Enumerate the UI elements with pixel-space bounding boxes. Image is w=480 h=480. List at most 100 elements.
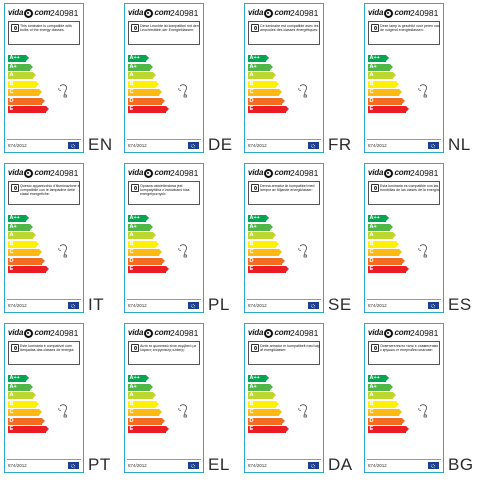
energy-class-arrow [39,409,42,415]
eu-flag-icon [188,142,199,149]
energy-class-fill [8,55,26,62]
energy-class-label: D [129,97,134,104]
energy-class-fill [128,266,166,273]
energy-class-label: E [249,426,254,432]
energy-class-arrow [393,392,396,398]
energy-class-bar: A [368,392,408,399]
eu-flag-icon [68,142,79,149]
energy-class-arrow [402,257,405,264]
compatibility-text: Deze lamp is geschikt voor peren van de … [380,23,440,32]
bulb-icon [370,344,379,352]
energy-class-bar: D [8,97,48,105]
energy-class-fill [368,97,402,105]
energy-label-cell: vida .com 240981 Diese Leuchte ist kompatib… [120,0,240,160]
energy-class-label: A+ [129,63,137,70]
energy-label-cell: vida .com 240981 Deze lamp is geschikt voor… [360,0,480,160]
logo-badge-icon [383,328,393,338]
footer-divider [247,459,321,460]
logo-badge-icon [23,168,33,178]
language-code: PT [88,455,111,474]
logo-right-text: com [274,328,291,338]
logo-badge-icon [143,328,153,338]
compatibility-text: Esta luminaria es compatible con las bom… [380,183,440,192]
energy-class-arrow [42,97,45,104]
energy-class-bar: A+ [128,383,168,391]
compatibility-notice: Осветителното тяло е съвместимо с крушки… [368,341,440,365]
eu-flag-icon [188,462,199,469]
compatibility-notice: Oprawa oświetleniowa jest kompatybilna z… [128,181,200,205]
energy-class-label: A++ [249,375,260,381]
energy-class-fill [248,417,282,425]
energy-class-bar: D [248,257,288,265]
vidaxl-logo: vida .com [8,167,51,179]
energy-class-arrow [36,80,39,87]
bulb-icon [130,184,139,192]
energy-class-fill [128,89,159,96]
energy-class-label: A+ [369,383,377,390]
logo-right-text: com [154,8,171,18]
energy-class-fill [368,417,402,425]
energy-class-label: A+ [249,383,257,390]
eu-flag-icon [68,302,79,309]
logo-dot-text: . [153,11,155,18]
energy-label-cell: vida .com 240981 Осветителното тяло е съвме… [360,320,480,480]
light-bulb-outline-icon [295,82,311,102]
energy-class-fill [248,106,286,113]
energy-class-arrow [30,223,33,230]
energy-class-label: A++ [129,55,140,61]
energy-class-arrow [282,417,285,424]
regulation-number: 874/2012 [128,463,147,468]
energy-class-bar: E [368,426,409,433]
logo-dot-text: . [393,171,395,178]
eu-flag-icon [308,142,319,149]
energy-class-label: E [9,426,14,432]
logo-dot-text: . [393,11,395,18]
bulb-icon [250,184,259,192]
energy-class-bar: A [248,232,288,239]
regulation-number: 874/2012 [368,143,387,148]
energy-class-fill [368,89,399,96]
energy-class-arrow [26,375,29,381]
energy-class-bar: B [368,240,408,248]
energy-class-bar: A++ [128,375,168,382]
energy-class-scale: A++ A+ A B C D E [248,375,289,435]
energy-class-label: A++ [369,375,380,381]
energy-class-fill [248,392,273,399]
energy-class-arrow [266,375,269,381]
energy-class-label: B [249,80,254,87]
energy-class-fill [248,375,266,382]
energy-class-label: C [249,409,254,415]
energy-class-label: D [249,97,254,104]
energy-class-label: E [369,106,374,112]
regulation-number: 874/2012 [368,463,387,468]
energy-class-label: A+ [9,383,17,390]
energy-class-bar: A++ [248,55,288,62]
logo-right-text: com [34,8,51,18]
energy-class-arrow [36,400,39,407]
energy-class-fill [368,106,406,113]
energy-class-fill [368,223,390,231]
vidaxl-logo: vida .com [128,167,171,179]
energy-class-bar: B [248,80,288,88]
energy-class-fill [128,409,159,416]
energy-class-bar: A++ [248,375,288,382]
energy-class-fill [248,80,276,88]
logo-left-text: vida [128,328,144,338]
logo-wordmark: vida .com [8,168,51,178]
logo-wordmark: vida .com [128,328,171,338]
energy-class-label: A+ [9,223,17,230]
language-code: EN [88,135,113,154]
energy-class-arrow [156,240,159,247]
energy-class-fill [8,80,36,88]
energy-class-arrow [393,232,396,238]
energy-class-arrow [279,409,282,415]
energy-class-label: E [129,266,134,272]
logo-dot-text: . [153,171,155,178]
energy-class-arrow [396,80,399,87]
energy-class-bar: E [128,266,169,273]
energy-class-arrow [396,400,399,407]
energy-class-arrow [36,240,39,247]
energy-class-label: D [369,257,374,264]
logo-left-text: vida [8,8,24,18]
